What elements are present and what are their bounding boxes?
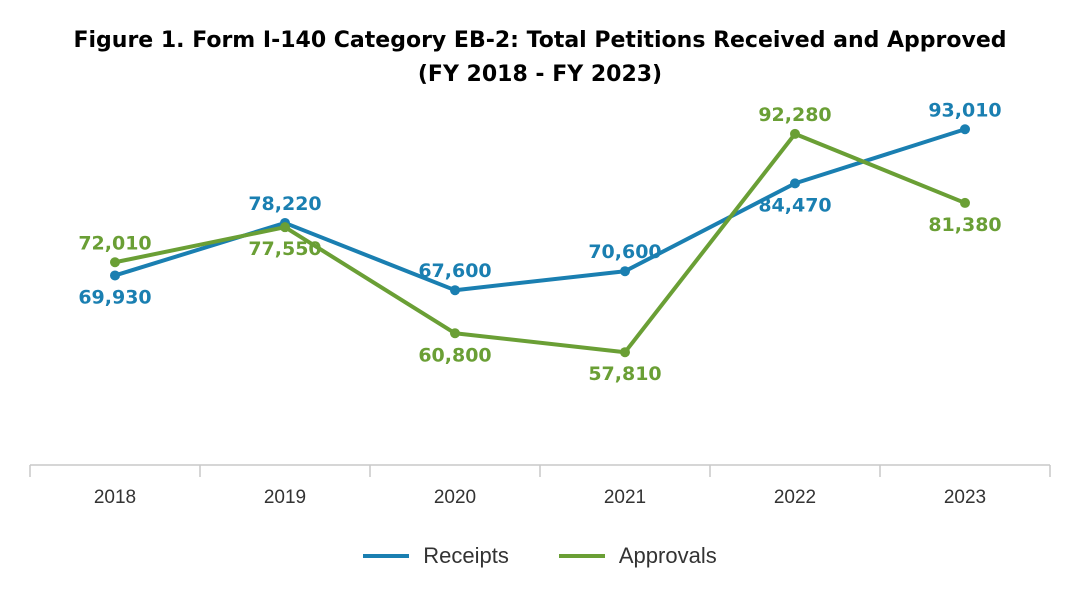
x-tick-label-2018: 2018 [94, 487, 136, 508]
data-point-receipts-2023 [960, 124, 970, 135]
legend-swatch-receipts [363, 554, 410, 558]
data-point-approvals-2020 [450, 328, 460, 339]
data-label-receipts-2022: 84,470 [758, 194, 831, 216]
data-point-receipts-2021 [620, 266, 630, 277]
data-label-approvals-2021: 57,810 [588, 363, 661, 385]
data-point-receipts-2022 [790, 178, 800, 189]
legend-label-approvals: Approvals [618, 543, 717, 568]
legend-item-receipts[interactable]: Receipts [363, 543, 509, 569]
data-label-approvals-2018: 72,010 [78, 232, 151, 254]
chart-subtitle: (FY 2018 - FY 2023) [417, 62, 663, 87]
series-line-approvals [113, 131, 967, 355]
data-label-receipts-2021: 70,600 [588, 241, 661, 263]
data-label-receipts-2018: 69,930 [78, 286, 151, 308]
data-point-approvals-2021 [620, 347, 630, 358]
legend-label-receipts: Receipts [423, 543, 509, 568]
chart-title-block: Figure 1. Form I-140 Category EB-2: Tota… [0, 24, 1080, 92]
chart-legend: Receipts Approvals [0, 543, 1080, 569]
data-point-approvals-2019 [280, 222, 290, 233]
data-point-approvals-2018 [110, 257, 120, 268]
data-point-approvals-2022 [790, 128, 800, 139]
data-label-approvals-2020: 60,800 [418, 344, 491, 366]
data-point-approvals-2023 [960, 197, 970, 208]
x-tick-label-2019: 2019 [264, 487, 306, 508]
data-label-receipts-2020: 67,600 [418, 260, 491, 282]
data-label-receipts-2023: 93,010 [928, 99, 1001, 121]
x-tick-label-2023: 2023 [944, 487, 986, 508]
chart-title: Figure 1. Form I-140 Category EB-2: Tota… [73, 28, 1007, 53]
x-tick-label-2022: 2022 [774, 487, 816, 508]
series-line-receipts [113, 127, 967, 293]
x-tick-label-2020: 2020 [434, 487, 476, 508]
data-label-approvals-2019: 77,550 [248, 238, 321, 260]
data-point-receipts-2020 [450, 285, 460, 296]
data-point-receipts-2018 [110, 270, 120, 281]
data-label-approvals-2022: 92,280 [758, 104, 831, 126]
data-label-approvals-2023: 81,380 [928, 214, 1001, 236]
legend-item-approvals[interactable]: Approvals [558, 543, 717, 569]
data-label-receipts-2019: 78,220 [248, 193, 321, 215]
legend-swatch-approvals [558, 554, 605, 558]
x-tick-label-2021: 2021 [604, 487, 646, 508]
